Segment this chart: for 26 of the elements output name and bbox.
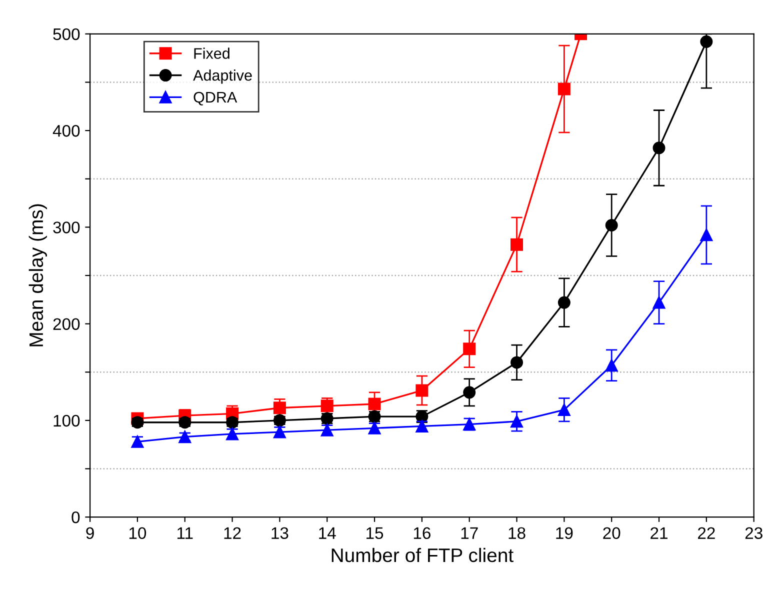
y-tick-label: 0 xyxy=(72,511,80,524)
y-tick-label: 500 xyxy=(53,28,80,40)
legend-label: Adaptive xyxy=(193,70,252,84)
x-tick-label: 10 xyxy=(129,527,146,540)
x-tick-label: 19 xyxy=(556,527,573,540)
x-tick-label: 16 xyxy=(414,527,430,540)
legend-label: Fixed xyxy=(194,48,230,59)
x-tick-label: 14 xyxy=(319,527,336,539)
y-tick-label: 400 xyxy=(52,124,80,137)
x-tick-label: 21 xyxy=(650,527,668,539)
x-tick-label: 12 xyxy=(224,527,241,539)
x-tick-label: 20 xyxy=(603,527,620,540)
y-tick-label: 300 xyxy=(53,222,80,234)
legend-label: QDRA xyxy=(194,92,238,106)
x-axis-title: Number of FTP client xyxy=(332,548,514,562)
x-tick-label: 18 xyxy=(508,527,526,540)
y-tick-label: 200 xyxy=(53,318,80,330)
x-tick-label: 9 xyxy=(86,527,94,540)
y-tick-label: 100 xyxy=(54,414,80,427)
x-tick-label: 22 xyxy=(698,527,715,539)
x-tick-label: 23 xyxy=(745,527,762,540)
x-tick-label: 11 xyxy=(177,527,193,539)
x-tick-label: 17 xyxy=(461,527,478,539)
x-tick-label: 15 xyxy=(366,527,384,540)
y-axis-title: Mean delay (ms) xyxy=(28,204,47,346)
x-tick-label: 13 xyxy=(272,527,288,540)
